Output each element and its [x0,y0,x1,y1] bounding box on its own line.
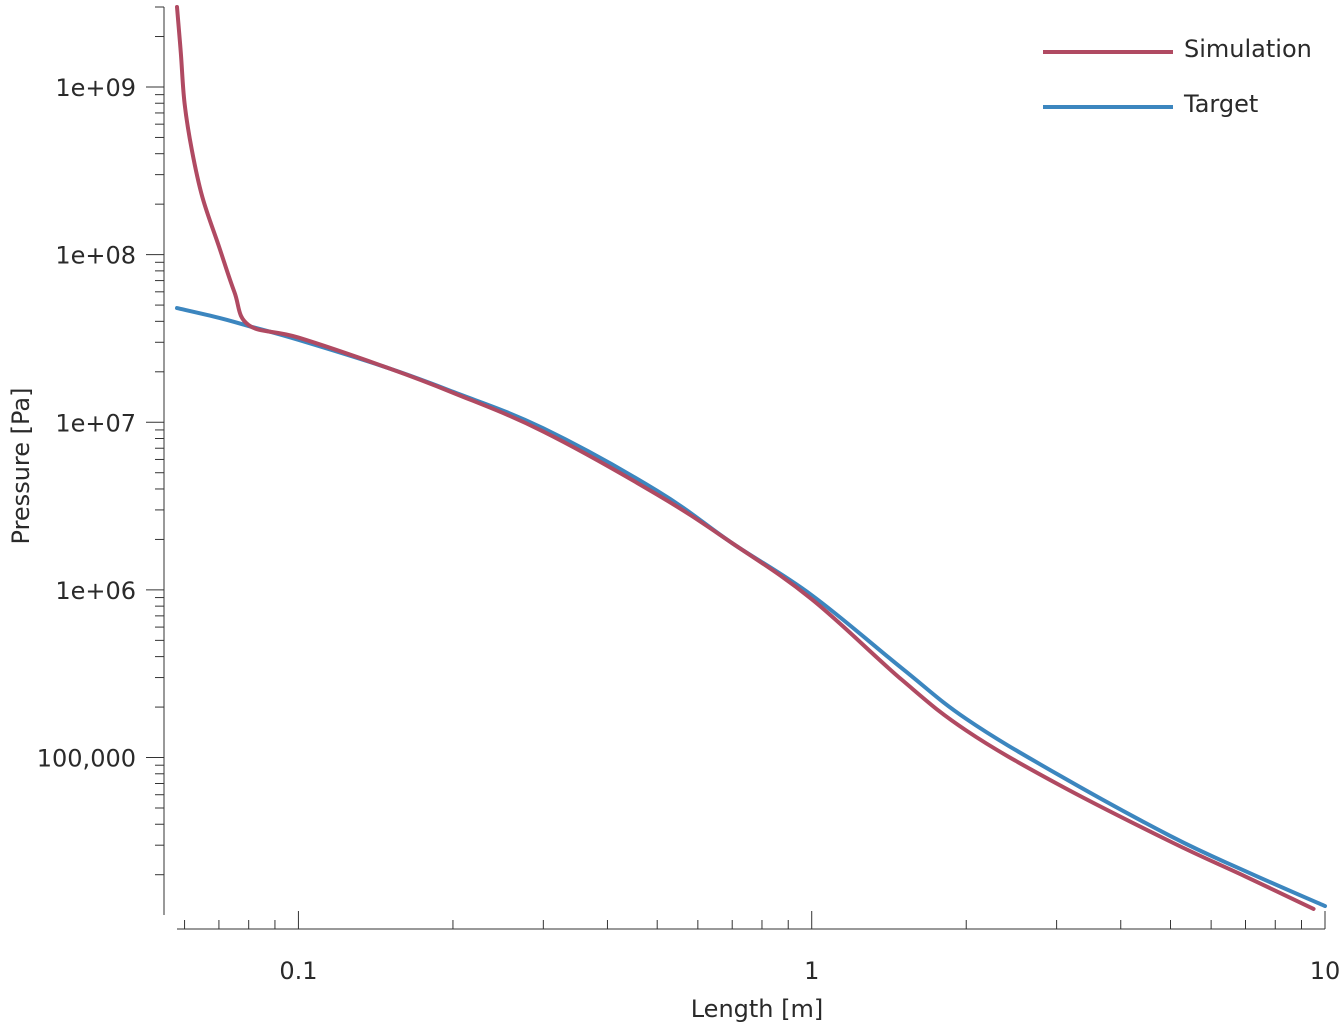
y-tick-label: 1e+07 [55,409,136,437]
plot-area [175,5,1327,911]
y-axis-ticks: 100,000 1e+06 1e+07 1e+08 1e+09 [37,6,164,876]
x-axis-ticks: 0.1 1 10 [184,911,1339,985]
legend: Simulation Target [1043,35,1312,118]
y-tick-label: 1e+09 [55,74,136,102]
legend-label-simulation: Simulation [1184,35,1312,63]
x-tick-label: 0.1 [279,957,317,985]
y-axis-title: Pressure [Pa] [7,388,35,545]
y-tick-label: 1e+08 [55,242,136,270]
series-line-simulation [175,5,1316,911]
axes: 100,000 1e+06 1e+07 1e+08 1e+09 0.1 1 10 [37,6,1339,985]
y-tick-label: 100,000 [37,745,136,773]
x-axis-title: Length [m] [691,995,824,1023]
x-tick-label: 1 [804,957,819,985]
x-tick-label: 10 [1310,957,1339,985]
series-line-target [175,306,1327,909]
y-tick-label: 1e+06 [55,577,136,605]
legend-label-target: Target [1183,90,1258,118]
